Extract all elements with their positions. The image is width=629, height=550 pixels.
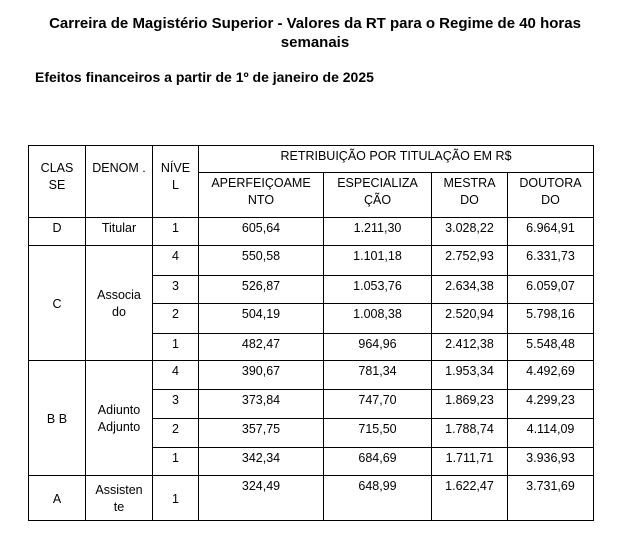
header-classe: CLAS SE bbox=[28, 145, 86, 218]
cell-value: 373,84 bbox=[198, 389, 324, 419]
cell-nivel: 1 bbox=[152, 333, 199, 361]
cell-value: 6.059,07 bbox=[507, 275, 594, 304]
cell-value: 1.008,38 bbox=[323, 303, 432, 334]
table-row: C Associa do 4 550,58 1.101,18 2.752,93 6.331,… bbox=[28, 245, 594, 361]
cell-value: 6.331,73 bbox=[507, 245, 594, 276]
cell-denom: Adiunto Adjunto bbox=[85, 360, 153, 476]
cell-value: 3.731,69 bbox=[507, 475, 594, 521]
table-row: 2 504,19 1.008,38 2.520,94 5.798,16 bbox=[29, 303, 594, 334]
cell-value: 550,58 bbox=[198, 245, 324, 276]
cell-value: 4.114,09 bbox=[507, 418, 594, 448]
cell-value: 1.788,74 bbox=[431, 418, 508, 448]
cell-value: 781,34 bbox=[323, 360, 432, 390]
cell-value: 605,64 bbox=[198, 217, 324, 246]
cell-value: 747,70 bbox=[323, 389, 432, 419]
header-aperfeicoamento: APERFEIÇOAME NTO bbox=[198, 172, 324, 218]
cell-value: 342,34 bbox=[198, 447, 324, 476]
cell-nivel: 2 bbox=[152, 418, 199, 448]
cell-value: 482,47 bbox=[198, 333, 324, 361]
document-subtitle: Efeitos financeiros a partir de 1º de ja… bbox=[35, 69, 374, 85]
cell-nivel: 1 bbox=[152, 217, 199, 246]
cell-denom: Associa do bbox=[85, 245, 153, 361]
document-title: Carreira de Magistério Superior - Valore… bbox=[49, 15, 581, 51]
salary-table: CLAS SE DENOM . NÍVE L RETRIBUIÇÃO POR T… bbox=[28, 145, 594, 521]
cell-classe: C bbox=[28, 245, 86, 361]
cell-value: 1.711,71 bbox=[431, 447, 508, 476]
cell-value: 715,50 bbox=[323, 418, 432, 448]
table-row: 2 357,75 715,50 1.788,74 4.114,09 bbox=[29, 418, 594, 448]
cell-nivel: 4 bbox=[152, 245, 199, 276]
header-denom: DENOM . bbox=[85, 145, 153, 218]
cell-nivel: 1 bbox=[152, 475, 199, 521]
cell-nivel: 3 bbox=[152, 389, 199, 419]
cell-value: 4.492,69 bbox=[507, 360, 594, 390]
cell-value: 1.101,18 bbox=[323, 245, 432, 276]
cell-classe: B B bbox=[28, 360, 86, 476]
table-row: A Assisten te 1 324,49 648,99 1.622,47 3.731,6… bbox=[28, 475, 594, 521]
cell-value: 2.520,94 bbox=[431, 303, 508, 334]
cell-value: 504,19 bbox=[198, 303, 324, 334]
header-mestrado: MESTRA DO bbox=[431, 172, 508, 218]
table-row: 1 482,47 964,96 2.412,38 5.548,48 bbox=[29, 333, 594, 361]
cell-value: 1.622,47 bbox=[431, 475, 508, 521]
cell-value: 324,49 bbox=[198, 475, 324, 521]
cell-value: 2.752,93 bbox=[431, 245, 508, 276]
header-doutorado: DOUTORA DO bbox=[507, 172, 594, 218]
cell-value: 1.211,30 bbox=[323, 217, 432, 246]
cell-value: 2.634,38 bbox=[431, 275, 508, 304]
table-row: B B Adiunto Adjunto 4 390,67 781,34 1.953,34 4… bbox=[28, 360, 594, 476]
cell-value: 1.869,23 bbox=[431, 389, 508, 419]
cell-value: 4.299,23 bbox=[507, 389, 594, 419]
cell-value: 3.028,22 bbox=[431, 217, 508, 246]
header-especializacao: ESPECIALIZA ÇÃO bbox=[323, 172, 432, 218]
cell-denom: Assisten te bbox=[85, 475, 153, 521]
cell-value: 648,99 bbox=[323, 475, 432, 521]
table-row: 1 342,34 684,69 1.711,71 3.936,93 bbox=[29, 447, 594, 476]
cell-classe: A bbox=[28, 475, 86, 521]
header-nivel: NÍVE L bbox=[152, 145, 199, 218]
cell-value: 5.798,16 bbox=[507, 303, 594, 334]
cell-value: 684,69 bbox=[323, 447, 432, 476]
table-row: 3 373,84 747,70 1.869,23 4.299,23 bbox=[29, 389, 594, 419]
cell-value: 5.548,48 bbox=[507, 333, 594, 361]
cell-value: 964,96 bbox=[323, 333, 432, 361]
cell-value: 6.964,91 bbox=[507, 217, 594, 246]
cell-nivel: 1 bbox=[152, 447, 199, 476]
cell-nivel: 3 bbox=[152, 275, 199, 304]
cell-value: 2.412,38 bbox=[431, 333, 508, 361]
table-row: 3 526,87 1.053,76 2.634,38 6.059,07 bbox=[29, 275, 594, 304]
cell-value: 1.953,34 bbox=[431, 360, 508, 390]
header-retribuicao: RETRIBUIÇÃO POR TITULAÇÃO EM R$ bbox=[198, 145, 594, 173]
table-row: D Titular 1 605,64 1.211,30 3.028,22 6.964,91 bbox=[28, 217, 594, 246]
cell-nivel: 4 bbox=[152, 360, 199, 390]
cell-value: 390,67 bbox=[198, 360, 324, 390]
cell-denom: Titular bbox=[85, 217, 153, 246]
cell-value: 1.053,76 bbox=[323, 275, 432, 304]
cell-classe: D bbox=[28, 217, 86, 246]
cell-value: 357,75 bbox=[198, 418, 324, 448]
cell-value: 526,87 bbox=[198, 275, 324, 304]
cell-nivel: 2 bbox=[152, 303, 199, 334]
cell-value: 3.936,93 bbox=[507, 447, 594, 476]
